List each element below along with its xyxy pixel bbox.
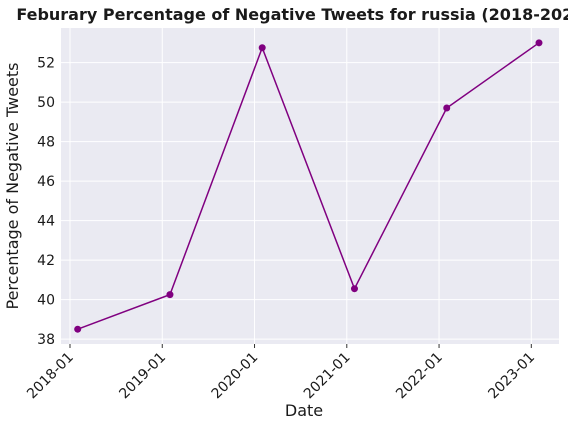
data-point [350,285,358,293]
grid-lines [61,28,559,344]
x-tick-label: 2020-01 [209,350,262,403]
y-tick-label: 46 [37,174,55,190]
x-axis-ticks: 2018-01 2019-01 2020-01 2021-01 2022-01 2023-… [24,344,538,402]
data-point [74,325,82,333]
x-tick-label: 2018-01 [24,350,77,403]
y-tick-label: 44 [37,214,55,230]
y-tick-label: 40 [37,293,55,309]
y-axis-label: Percentage of Negative Tweets [3,63,22,310]
y-tick-label: 38 [37,332,55,348]
data-point [443,104,451,112]
chart-title: Feburary Percentage of Negative Tweets f… [16,5,568,24]
x-axis-label: Date [285,401,323,420]
y-axis-ticks: 38 40 42 44 46 48 50 52 [37,56,55,349]
x-tick-label: 2023-01 [485,350,538,403]
x-tick-label: 2019-01 [116,350,169,403]
x-tick-label: 2022-01 [393,350,446,403]
plot-area [61,28,559,344]
series-line [77,42,540,330]
y-tick-label: 48 [37,135,55,151]
y-tick-label: 42 [37,253,55,269]
data-point [258,44,266,52]
y-tick-label: 52 [37,56,55,72]
x-tick-label: 2021-01 [301,350,354,403]
data-point [166,291,174,299]
data-point [535,39,543,47]
y-tick-label: 50 [37,95,55,111]
data-points [74,39,543,333]
